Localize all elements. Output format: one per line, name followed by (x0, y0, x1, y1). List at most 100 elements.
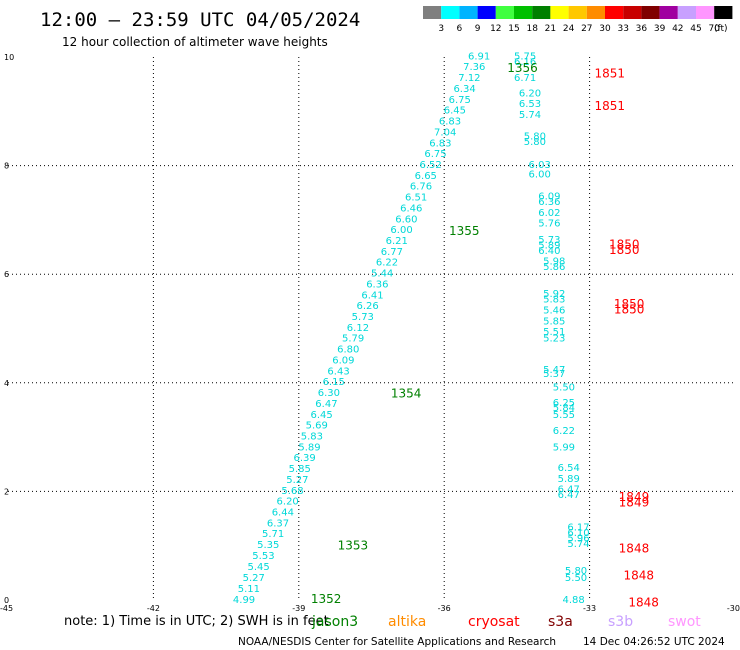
pass-number-label: 1850 (614, 297, 645, 311)
wave-height-value: 5.50 (553, 383, 575, 394)
wave-height-value: 5.23 (543, 334, 565, 345)
wave-height-value: 6.22 (376, 258, 398, 269)
pass-number-label: 1849 (619, 495, 650, 509)
wave-height-value: 4.88 (562, 595, 584, 606)
chart-subtitle: 12 hour collection of altimeter wave hei… (62, 35, 328, 49)
wave-height-value: 6.45 (444, 106, 466, 117)
color-swatch (477, 6, 496, 19)
color-scale-label: 21 (545, 24, 556, 34)
wave-height-value: 5.80 (565, 566, 587, 577)
wave-height-value: 6.22 (553, 426, 575, 437)
time-unit-note: note: 1) Time is in UTC; 2) SWH is in fe… (64, 614, 329, 629)
y-tick-label: 0 (4, 596, 9, 605)
color-scale-label: 24 (563, 24, 575, 34)
wave-height-value: 6.91 (468, 51, 490, 62)
pass-number-label: 1848 (624, 569, 655, 583)
wave-height-value: 5.11 (238, 584, 260, 595)
plot-axes: -45 -42 -39 -36 -33 -30 0 2 4 6 8 10 (0, 53, 740, 613)
wave-height-value: 5.86 (543, 262, 565, 273)
wave-height-value: 6.36 (366, 279, 388, 290)
satellite-legend-item: altika (388, 614, 426, 630)
wave-height-value: 6.02 (538, 208, 560, 219)
wave-height-value: 6.17 (567, 523, 589, 534)
pass-number-label: 1848 (628, 596, 659, 610)
wave-height-value: 6.46 (400, 203, 422, 214)
credit-text: NOAA/NESDIS Center for Satellite Applica… (238, 636, 556, 648)
color-scale-label: 39 (654, 24, 666, 34)
wave-height-value: 5.46 (543, 305, 565, 316)
wave-height-value: 6.80 (337, 345, 359, 356)
wave-height-value: 6.83 (439, 117, 461, 128)
satellite-legend-item: s3a (548, 614, 573, 630)
wave-height-value: 5.37 (543, 369, 565, 380)
wave-height-value: 6.65 (415, 171, 437, 182)
x-tick-label: -33 (583, 604, 596, 613)
chart-title: 12:00 — 23:59 UTC 04/05/2024 (40, 9, 360, 31)
color-swatch (605, 6, 624, 19)
x-tick-label: -45 (0, 604, 13, 613)
wave-height-value: 5.45 (247, 562, 269, 573)
wave-height-value: 6.16 (514, 57, 536, 68)
plot-grid (8, 57, 735, 600)
wave-height-value: 6.15 (323, 377, 345, 388)
y-tick-label: 10 (4, 53, 14, 62)
color-scale-legend: 3 6 9 12 15 18 21 24 27 30 33 36 39 42 45 70 (423, 6, 733, 34)
wave-height-value: 5.98 (543, 257, 565, 268)
wave-height-value: 5.44 (371, 269, 393, 280)
wave-height-value: 6.20 (277, 497, 299, 508)
wave-height-value: 6.43 (327, 366, 349, 377)
wave-height-value: 5.83 (543, 295, 565, 306)
wave-height-value: 5.27 (243, 573, 265, 584)
color-swatch (495, 6, 514, 19)
color-swatch (423, 6, 442, 19)
wave-height-value: 5.89 (558, 474, 580, 485)
wave-height-value: 5.68 (281, 486, 303, 497)
color-swatch (696, 6, 715, 19)
color-scale-label: 15 (508, 24, 519, 34)
satellite-legend-item: cryosat (468, 614, 520, 630)
color-scale-label: 45 (690, 24, 701, 34)
wave-height-value: 5.74 (567, 539, 589, 550)
color-scale-label: 3 (438, 24, 444, 34)
wave-height-value: 5.55 (553, 410, 575, 421)
y-tick-label: 8 (4, 162, 9, 171)
wave-height-value: 6.75 (449, 95, 471, 106)
satellite-legend-item: s3b (608, 614, 633, 630)
wave-height-value: 5.73 (538, 235, 560, 246)
wave-height-value: 5.79 (342, 334, 364, 345)
pass-number-label: 1849 (619, 490, 650, 504)
pass-number-label: 1851 (594, 99, 625, 113)
wave-height-value: 6.51 (405, 193, 427, 204)
wave-height-value: 6.37 (267, 518, 289, 529)
wave-height-value: 5.71 (262, 529, 284, 540)
wave-height-value: 6.47 (315, 399, 337, 410)
wave-height-value: 6.00 (390, 225, 412, 236)
wave-height-value: 6.09 (538, 191, 560, 202)
color-scale-label: 27 (581, 24, 592, 34)
wave-height-value: 6.10 (567, 528, 589, 539)
wave-height-value: 5.35 (257, 540, 279, 551)
pass-number-label: 1851 (594, 66, 625, 80)
x-tick-label: -36 (438, 604, 451, 613)
wave-height-value: 5.73 (352, 312, 374, 323)
wave-height-value: 6.00 (529, 170, 551, 181)
wave-height-value: 6.30 (318, 388, 340, 399)
satellite-legend-item: swot (668, 614, 701, 630)
pass-number-label: 1850 (614, 302, 645, 316)
color-swatch (441, 6, 460, 19)
pass-number-label: 1354 (391, 387, 422, 401)
y-tick-label: 2 (4, 487, 9, 496)
color-swatch (514, 6, 533, 19)
wave-height-value: 5.76 (538, 219, 560, 230)
wave-height-value: 5.75 (514, 51, 536, 62)
wave-height-value: 6.83 (429, 138, 451, 149)
color-swatch (550, 6, 569, 19)
wave-height-value: 5.96 (567, 534, 589, 545)
pass-number-label: 1850 (609, 243, 640, 257)
wave-height-value: 6.45 (310, 410, 332, 421)
wave-height-value: 6.41 (361, 290, 383, 301)
wave-height-value: 5.74 (519, 110, 541, 121)
wave-height-value: 7.04 (434, 127, 456, 138)
color-scale-label: 12 (490, 24, 501, 34)
